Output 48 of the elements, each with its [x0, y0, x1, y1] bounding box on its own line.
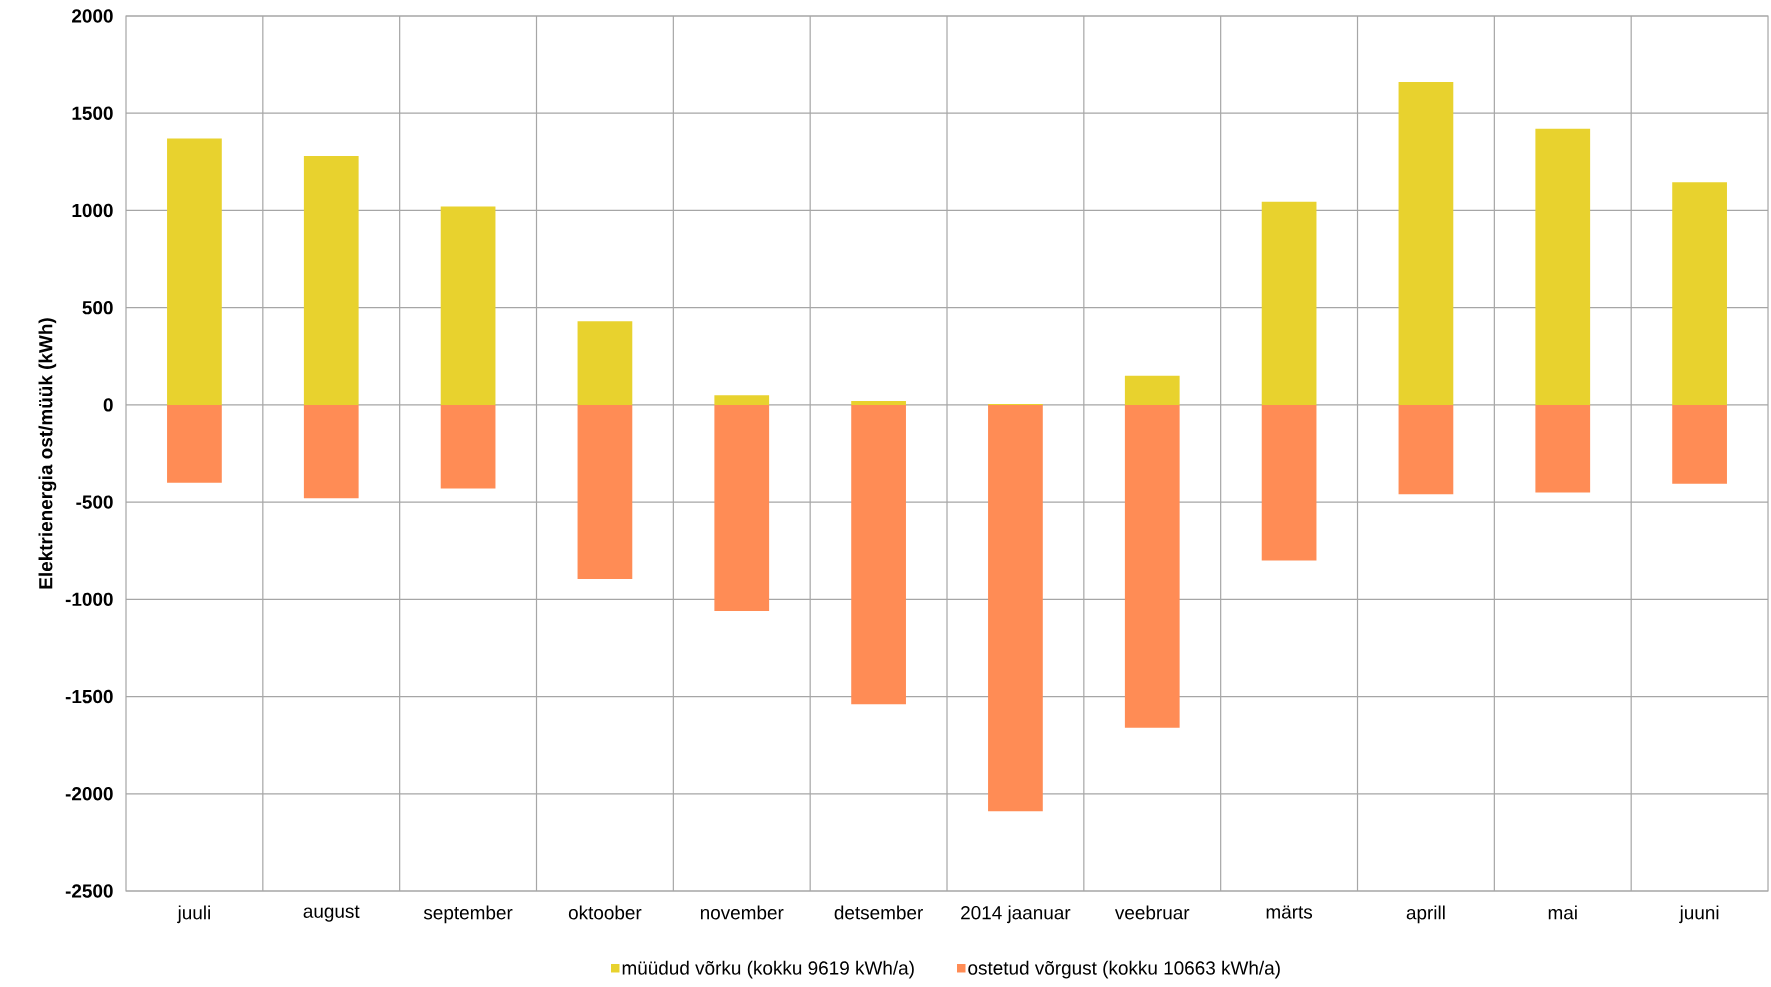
bar [1398, 404, 1454, 495]
bar [1124, 404, 1180, 728]
bar [851, 401, 906, 405]
bar [577, 404, 633, 579]
bar [851, 404, 906, 705]
bar [167, 404, 222, 483]
bar [1261, 404, 1317, 561]
bar [303, 404, 359, 499]
x-tick-label: oktoober [568, 905, 642, 920]
x-tick-label: mai [1548, 905, 1577, 920]
y-axis-title: Elektrienergia ost/müük (kWh) [38, 318, 57, 589]
x-tick-label: detsember [834, 905, 923, 920]
y-tick-label: -2000 [65, 787, 113, 801]
x-tick-label: veebruar [1114, 905, 1190, 920]
bar [1261, 201, 1317, 405]
bar [714, 404, 770, 611]
y-tick-label: -1000 [65, 592, 113, 607]
bar [167, 138, 222, 405]
y-tick-label: 2000 [72, 9, 113, 23]
bar [988, 404, 1043, 812]
bar [440, 206, 496, 405]
x-tick-label: aprill [1406, 905, 1445, 924]
x-tick-label: 2014 jaanuar [961, 905, 1071, 924]
y-tick-label: -2500 [65, 884, 113, 898]
bar [1398, 82, 1454, 405]
bar [440, 404, 496, 489]
y-tick-label: -1500 [65, 689, 113, 704]
legend-label: ostetud võrgust (kokku 10663 kWh/a) [968, 960, 1280, 979]
y-tick-label: -500 [76, 495, 113, 509]
bar [714, 395, 770, 405]
y-tick-label: 1000 [72, 203, 113, 218]
x-tick-label: november [700, 905, 784, 920]
bar [303, 156, 359, 405]
x-tick-label: märts [1266, 905, 1313, 919]
y-tick-label: 0 [103, 398, 113, 412]
x-tick-label: juuni [1679, 905, 1719, 924]
y-tick-label: 500 [82, 300, 113, 315]
bar [577, 321, 633, 405]
x-tick-label: september [423, 905, 513, 924]
bar [1535, 128, 1591, 405]
bar [1672, 404, 1727, 484]
bar [1535, 404, 1591, 493]
x-tick-label: juuli [177, 905, 210, 924]
legend-label: müüdud võrku (kokku 9619 kWh/a) [622, 960, 914, 979]
y-tick-label: 1500 [72, 106, 113, 120]
bar [1672, 182, 1727, 405]
x-tick-label: august [303, 905, 360, 922]
bar [1124, 375, 1180, 405]
